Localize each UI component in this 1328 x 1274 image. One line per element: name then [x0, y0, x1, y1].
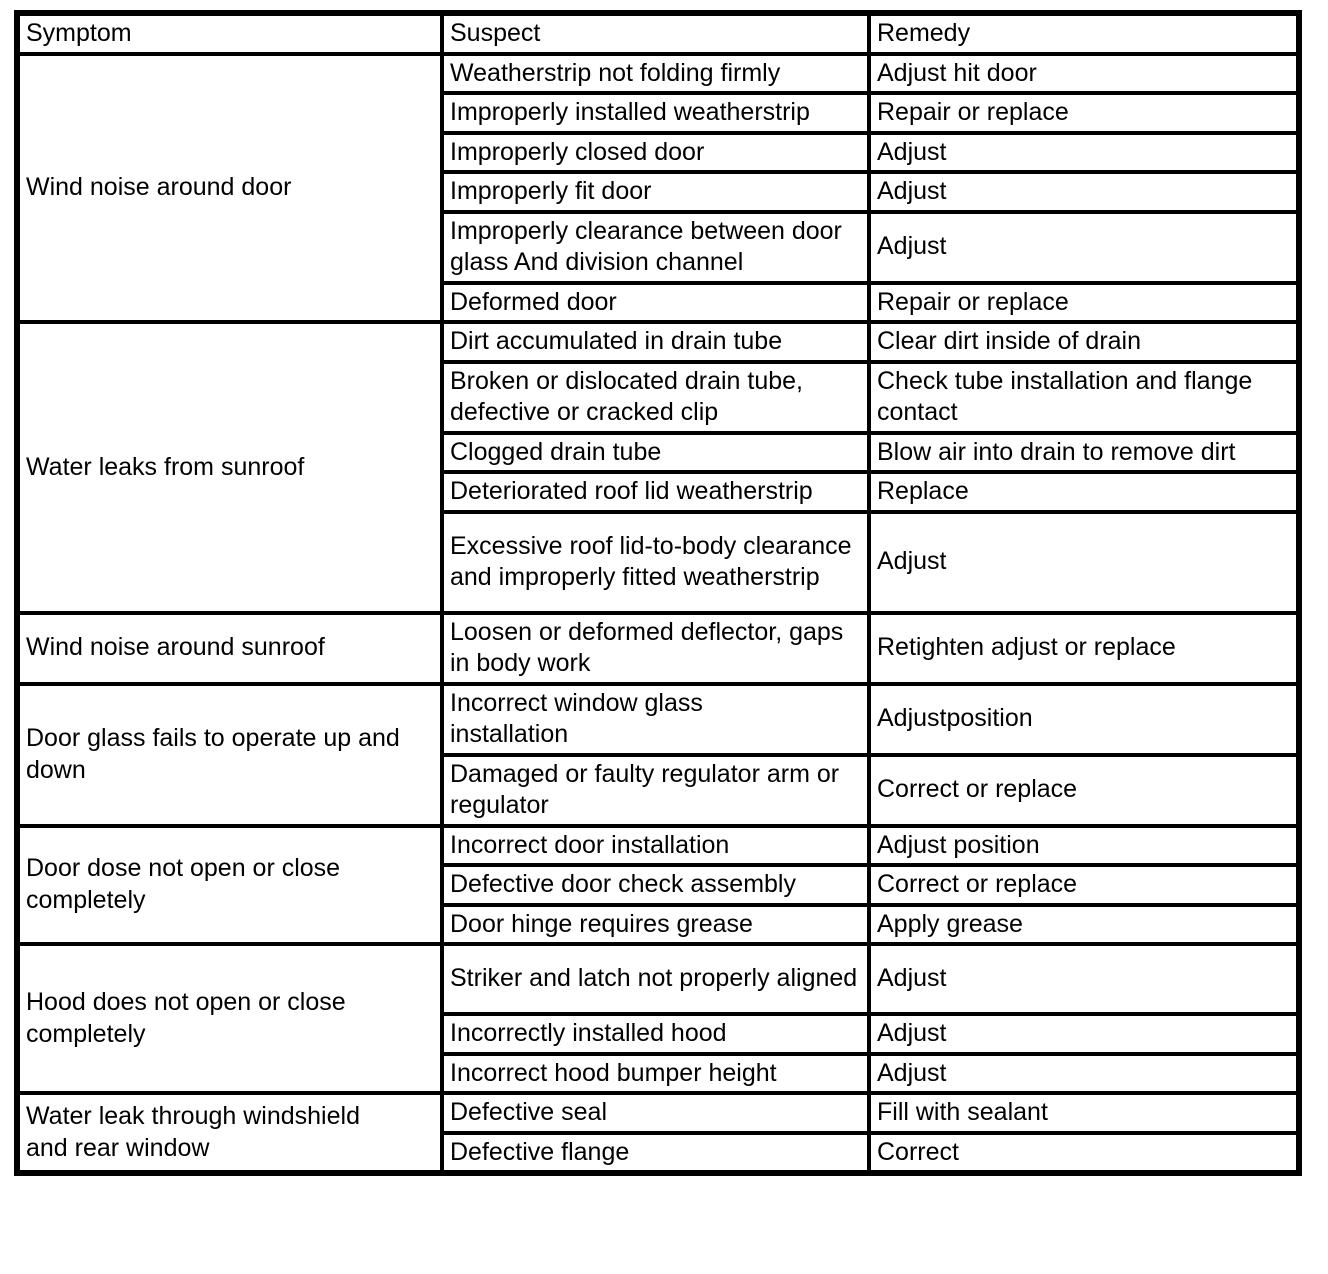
remedy-cell: Repair or replace [867, 280, 1301, 324]
table-row: Improperly installed weatherstrip Repair… [17, 91, 1301, 135]
suspect-cell: Loosen or deformed deflector, gaps in bo… [440, 610, 871, 686]
remedy-cell: Blow air into drain to remove dirt [867, 430, 1301, 474]
table-row: Deformed door Repair or replace [17, 280, 1301, 324]
table-row: Defective flange Correct [17, 1130, 1301, 1175]
header-row: Symptom Suspect Remedy [15, 11, 1301, 56]
table-row: Broken or dislocated drain tube, defecti… [17, 359, 1301, 435]
remedy-cell: Adjust [867, 209, 1301, 285]
suspect-cell: Striker and latch not properly aligned [440, 942, 871, 1016]
suspect-cell: Damaged or faulty regulator arm or regul… [440, 752, 871, 828]
remedy-cell: Fill with sealant [867, 1091, 1301, 1135]
table-row: Improperly closed door Adjust [17, 130, 1301, 174]
remedy-cell: Adjustposition [867, 681, 1301, 757]
table-row: Improperly fit door Adjust [17, 170, 1301, 214]
table-row: Defective door check assembly Correct or… [17, 863, 1301, 907]
table-row: Incorrect hood bumper height Adjust [17, 1051, 1301, 1095]
table-row: Excessive roof lid-to-body clearance and… [17, 509, 1301, 615]
table-row: Water leak through windshield and rear w… [15, 1091, 1301, 1175]
suspect-cell: Incorrect door installation [440, 823, 871, 867]
suspect-cell: Incorrect hood bumper height [440, 1051, 871, 1095]
symptom-cell: Water leak through windshield and rear w… [15, 1091, 444, 1175]
suspect-cell: Door hinge requires grease [440, 902, 871, 946]
symptom-cell: Hood does not open or close completely [15, 942, 444, 1095]
suspect-cell: Defective seal [440, 1091, 871, 1135]
remedy-cell: Adjust [867, 1012, 1301, 1056]
remedy-cell: Adjust position [867, 823, 1301, 867]
table-row: Improperly clearance between door glass … [17, 209, 1301, 285]
table-row: Damaged or faulty regulator arm or regul… [17, 752, 1301, 828]
table-row: Deteriorated roof lid weatherstrip Repla… [17, 470, 1301, 514]
remedy-cell: Check tube installation and flange conta… [867, 359, 1301, 435]
remedy-cell: Clear dirt inside of drain [867, 320, 1301, 364]
suspect-cell: Dirt accumulated in drain tube [440, 320, 871, 364]
symptom-cell: Wind noise around sunroof [15, 610, 444, 686]
remedy-cell: Correct or replace [867, 863, 1301, 907]
remedy-cell: Adjust hit door [867, 51, 1301, 95]
remedy-cell: Adjust [867, 942, 1301, 1016]
table-row: Water leaks from sunroof Dirt accumulate… [15, 320, 1301, 615]
remedy-cell: Apply grease [867, 902, 1301, 946]
symptom-cell: Door dose not open or close completely [15, 823, 444, 946]
symptom-cell: Water leaks from sunroof [15, 320, 444, 615]
suspect-cell: Improperly clearance between door glass … [440, 209, 871, 285]
suspect-cell: Deteriorated roof lid weatherstrip [440, 470, 871, 514]
troubleshooting-table: Symptom Suspect Remedy Wind noise around… [14, 10, 1302, 1176]
remedy-cell: Repair or replace [867, 91, 1301, 135]
remedy-cell: Adjust [867, 170, 1301, 214]
suspect-cell: Deformed door [440, 280, 871, 324]
table-row: Incorrectly installed hood Adjust [17, 1012, 1301, 1056]
remedy-cell: Adjust [867, 130, 1301, 174]
suspect-cell: Defective door check assembly [440, 863, 871, 907]
table-row: Door hinge requires grease Apply grease [17, 902, 1301, 946]
suspect-cell: Clogged drain tube [440, 430, 871, 474]
remedy-cell: Correct or replace [867, 752, 1301, 828]
remedy-cell: Correct [867, 1130, 1301, 1175]
column-header-remedy: Remedy [867, 11, 1301, 56]
suspect-cell: Weatherstrip not folding firmly [440, 51, 871, 95]
suspect-cell: Broken or dislocated drain tube, defecti… [440, 359, 871, 435]
remedy-cell: Replace [867, 470, 1301, 514]
remedy-cell: Adjust [867, 509, 1301, 615]
table-row: Wind noise around sunroof Loosen or defo… [15, 610, 1301, 686]
symptom-cell: Wind noise around door [15, 51, 444, 324]
remedy-cell: Adjust [867, 1051, 1301, 1095]
column-header-suspect: Suspect [440, 11, 871, 56]
remedy-cell: Retighten adjust or replace [867, 610, 1301, 686]
suspect-cell: Improperly fit door [440, 170, 871, 214]
symptom-cell: Door glass fails to operate up and down [15, 681, 444, 828]
suspect-cell: Excessive roof lid-to-body clearance and… [440, 509, 871, 615]
suspect-cell: Incorrect window glass installation [440, 681, 871, 757]
suspect-cell: Improperly closed door [440, 130, 871, 174]
suspect-cell: Incorrectly installed hood [440, 1012, 871, 1056]
suspect-cell: Defective flange [440, 1130, 871, 1175]
table-row: Wind noise around door Weatherstrip not … [15, 51, 1301, 324]
column-header-symptom: Symptom [15, 11, 444, 56]
suspect-cell: Improperly installed weatherstrip [440, 91, 871, 135]
table-row: Door dose not open or close completely I… [15, 823, 1301, 946]
table-row: Door glass fails to operate up and down … [15, 681, 1301, 828]
table-row: Clogged drain tube Blow air into drain t… [17, 430, 1301, 474]
table-row: Hood does not open or close completely S… [15, 942, 1301, 1095]
